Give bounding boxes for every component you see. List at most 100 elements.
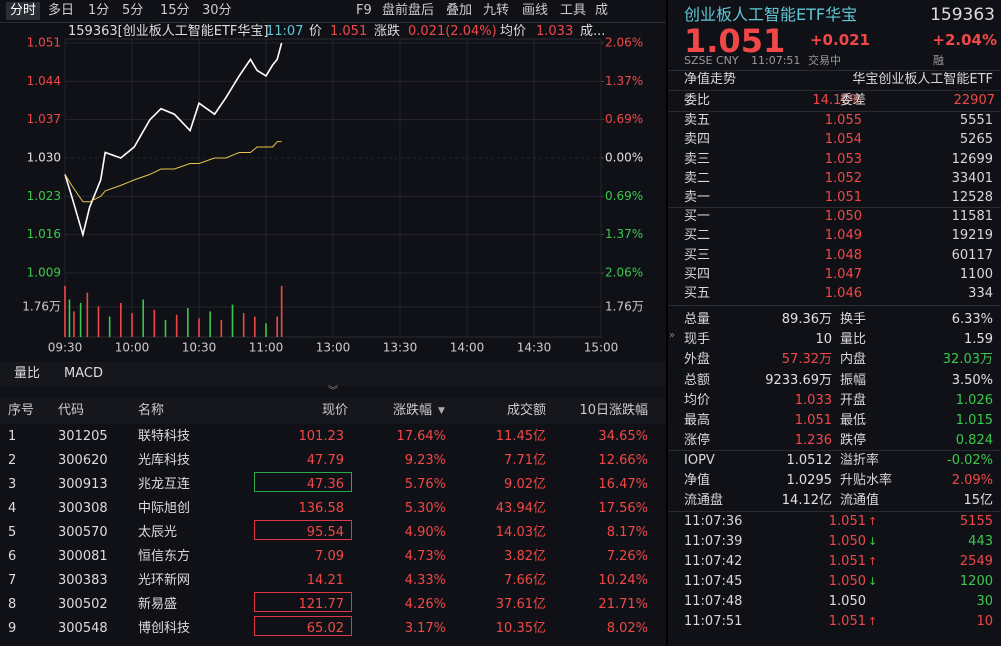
intraday-chart: 1.051 1.044 1.037 1.030 1.023 1.016 1.009 2.06%… xyxy=(22,36,644,355)
trade-price: 1.051 xyxy=(828,514,866,529)
table-cell: 6 xyxy=(8,549,17,564)
book-label: 卖二 xyxy=(684,170,711,186)
table-cell: 136.58 xyxy=(298,501,345,516)
volume-bar xyxy=(198,318,200,337)
trade-price: 1.051 xyxy=(828,614,866,629)
volume-tick-label: 1.76万 xyxy=(605,300,644,314)
trade-time: 11:07:51 xyxy=(684,614,743,629)
toolbar-tool[interactable]: 叠加 xyxy=(446,3,473,18)
stat-value: 10 xyxy=(815,332,832,348)
table-cell: 3.82亿 xyxy=(504,549,546,564)
table-cell: 300308 xyxy=(58,501,108,516)
trade-volume: 30 xyxy=(976,594,993,609)
table-cell: 11.45亿 xyxy=(495,429,546,444)
toolbar-tab[interactable]: 5分 xyxy=(122,3,144,18)
toolbar-tool[interactable]: 工具 xyxy=(560,3,587,18)
divider xyxy=(668,207,1001,208)
volume-bar xyxy=(265,323,267,337)
toolbar-tab[interactable]: 30分 xyxy=(202,3,232,18)
table-cell: 47.79 xyxy=(306,453,344,468)
table-cell: 101.23 xyxy=(298,429,345,444)
trade-price: 1.050 xyxy=(828,534,866,549)
table-cell: 300620 xyxy=(58,453,108,468)
divider xyxy=(668,70,1001,71)
toolbar-tab[interactable]: 多日 xyxy=(48,3,75,18)
trade-time: 11:07:42 xyxy=(684,554,743,569)
column-header[interactable]: 现价 xyxy=(321,403,348,418)
stat-label: 换手 xyxy=(840,312,867,327)
volume-bar xyxy=(79,302,82,337)
table-cell: 2 xyxy=(8,453,17,468)
sort-icon[interactable]: ▼ xyxy=(438,406,445,416)
stat-value: 89.36万 xyxy=(781,312,832,327)
volume-bar xyxy=(64,285,66,337)
table-cell: 恒信东方 xyxy=(138,549,191,564)
toolbar-tab[interactable]: 15分 xyxy=(160,3,190,18)
stat-label: 涨停 xyxy=(684,433,711,449)
column-header[interactable]: 代码 xyxy=(58,403,85,418)
toolbar-tool[interactable]: 成 xyxy=(595,3,609,18)
trade-direction: ↑ xyxy=(868,615,878,628)
book-volume: 60117 xyxy=(951,247,993,263)
divider xyxy=(668,305,1001,306)
flash-box xyxy=(254,592,352,612)
book-price: 1.049 xyxy=(824,228,862,244)
toolbar-tool[interactable]: 盘前盘后 xyxy=(382,3,435,18)
table-cell: 新易盛 xyxy=(138,597,178,612)
trade-volume: 10 xyxy=(976,614,993,629)
volume-bar xyxy=(175,314,178,337)
diff: 22907 xyxy=(953,93,995,108)
price-line xyxy=(64,42,283,238)
y-tick-label: 1.030 xyxy=(27,151,61,165)
book-label: 卖四 xyxy=(684,132,711,148)
panel-tab[interactable]: MACD xyxy=(64,366,103,381)
nav-trend[interactable]: 净值走势 xyxy=(684,72,737,87)
column-header[interactable]: 涨跌幅 xyxy=(392,403,432,418)
book-label: 买一 xyxy=(684,209,711,224)
volume-bar xyxy=(231,304,234,337)
toolbar-tab[interactable]: 1分 xyxy=(88,3,110,18)
column-header[interactable]: 10日涨跌幅 xyxy=(579,403,648,418)
chart-header-more: 成... xyxy=(580,24,606,39)
column-header[interactable]: 成交额 xyxy=(506,403,546,418)
trade-direction: ↓ xyxy=(868,535,878,548)
stat-value: 1.033 xyxy=(794,392,832,408)
y-tick-label: 1.051 xyxy=(27,36,61,50)
table-header-bg xyxy=(0,398,666,424)
table-cell: 7.66亿 xyxy=(504,573,546,588)
flash-box xyxy=(254,520,352,540)
toolbar-tool[interactable]: 画线 xyxy=(522,3,549,18)
table-cell: 8.02% xyxy=(606,621,648,636)
book-volume: 1100 xyxy=(959,266,993,282)
stat-value: 6.33% xyxy=(951,312,993,327)
expand-icon[interactable]: ︾ xyxy=(328,386,338,397)
x-tick-label: 10:30 xyxy=(182,341,217,355)
table-cell: 9.02亿 xyxy=(504,477,546,492)
toolbar-tool[interactable]: 九转 xyxy=(483,3,510,18)
book-price: 1.052 xyxy=(824,170,862,186)
table-cell: 1 xyxy=(8,429,17,444)
trade-direction: ↓ xyxy=(868,575,878,588)
volume-bar xyxy=(242,313,245,337)
trade-time: 11:07:45 xyxy=(684,574,743,589)
table-cell: 4 xyxy=(8,501,17,516)
book-label: 买三 xyxy=(684,247,711,263)
chart-header-avg: 1.033 xyxy=(536,24,574,39)
chart-header-change: 0.021(2.04%) xyxy=(408,24,497,39)
quote-meta: CNY xyxy=(716,54,739,67)
trade-time: 11:07:48 xyxy=(684,594,743,609)
table-cell: 9 xyxy=(8,621,17,636)
column-header[interactable]: 序号 xyxy=(8,403,35,418)
nav-value: -0.02% xyxy=(947,453,993,468)
toolbar-tool[interactable]: F9 xyxy=(356,3,372,18)
column-header[interactable]: 名称 xyxy=(138,403,165,418)
nav-value: 15亿 xyxy=(963,493,993,508)
toolbar-tab[interactable]: 分时 xyxy=(6,2,41,20)
nav-value: 14.12亿 xyxy=(781,493,832,508)
collapse-icon[interactable]: » xyxy=(668,330,676,341)
volume-bar xyxy=(164,319,167,337)
x-tick-label: 13:30 xyxy=(383,341,418,355)
volume-bar xyxy=(153,309,156,337)
panel-tab[interactable]: 量比 xyxy=(14,366,41,381)
book-price: 1.046 xyxy=(824,286,862,302)
